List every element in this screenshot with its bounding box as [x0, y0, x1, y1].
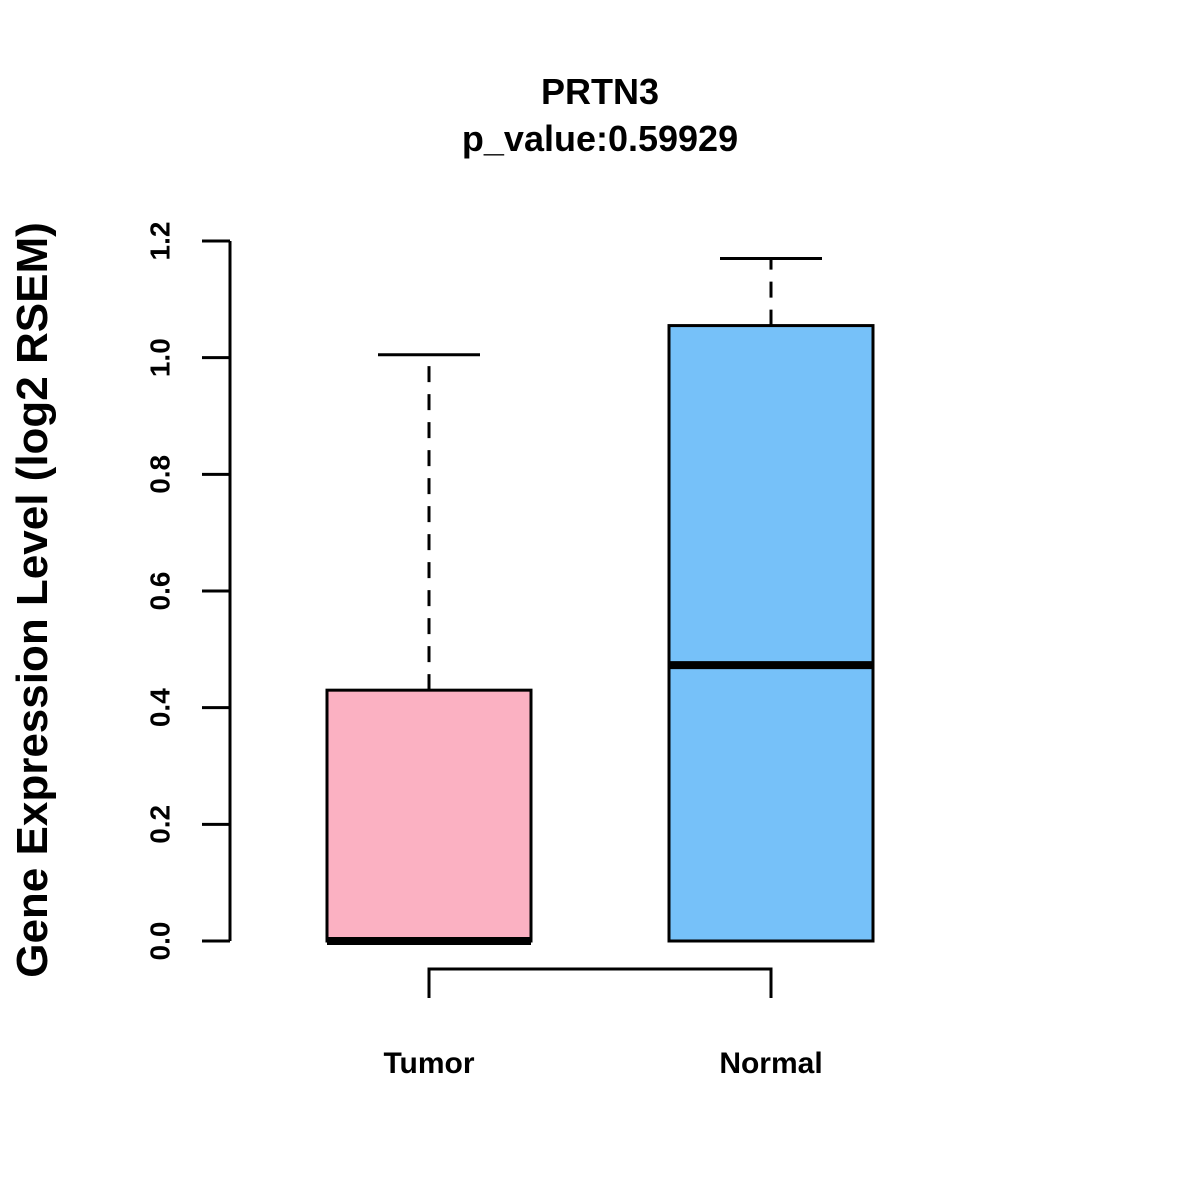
y-tick-label: 0.6 [145, 572, 176, 611]
y-tick-label: 0.8 [145, 455, 176, 494]
significance-bracket [427, 967, 773, 998]
y-axis-label: Gene Expression Level (log2 RSEM) [8, 222, 57, 978]
y-axis: 0.0 0.2 0.4 0.6 0.8 1.0 1.2 [145, 222, 232, 961]
box-tumor [325, 688, 533, 943]
boxes-layer [325, 257, 875, 945]
category-labels: Tumor Normal [383, 1047, 822, 1080]
category-label-tumor: Tumor [383, 1047, 474, 1080]
bracket-line [427, 967, 773, 998]
y-tick-label: 1.2 [145, 222, 176, 261]
y-tick-label: 0.2 [145, 805, 176, 844]
box-normal [667, 324, 875, 943]
chart-subtitle: p_value:0.59929 [462, 118, 738, 159]
y-tick-label: 1.0 [145, 338, 176, 377]
category-label-normal: Normal [719, 1047, 822, 1080]
y-tick-label: 0.4 [145, 688, 176, 727]
chart-title: PRTN3 [541, 71, 659, 112]
y-tick-label: 0.0 [145, 922, 176, 961]
